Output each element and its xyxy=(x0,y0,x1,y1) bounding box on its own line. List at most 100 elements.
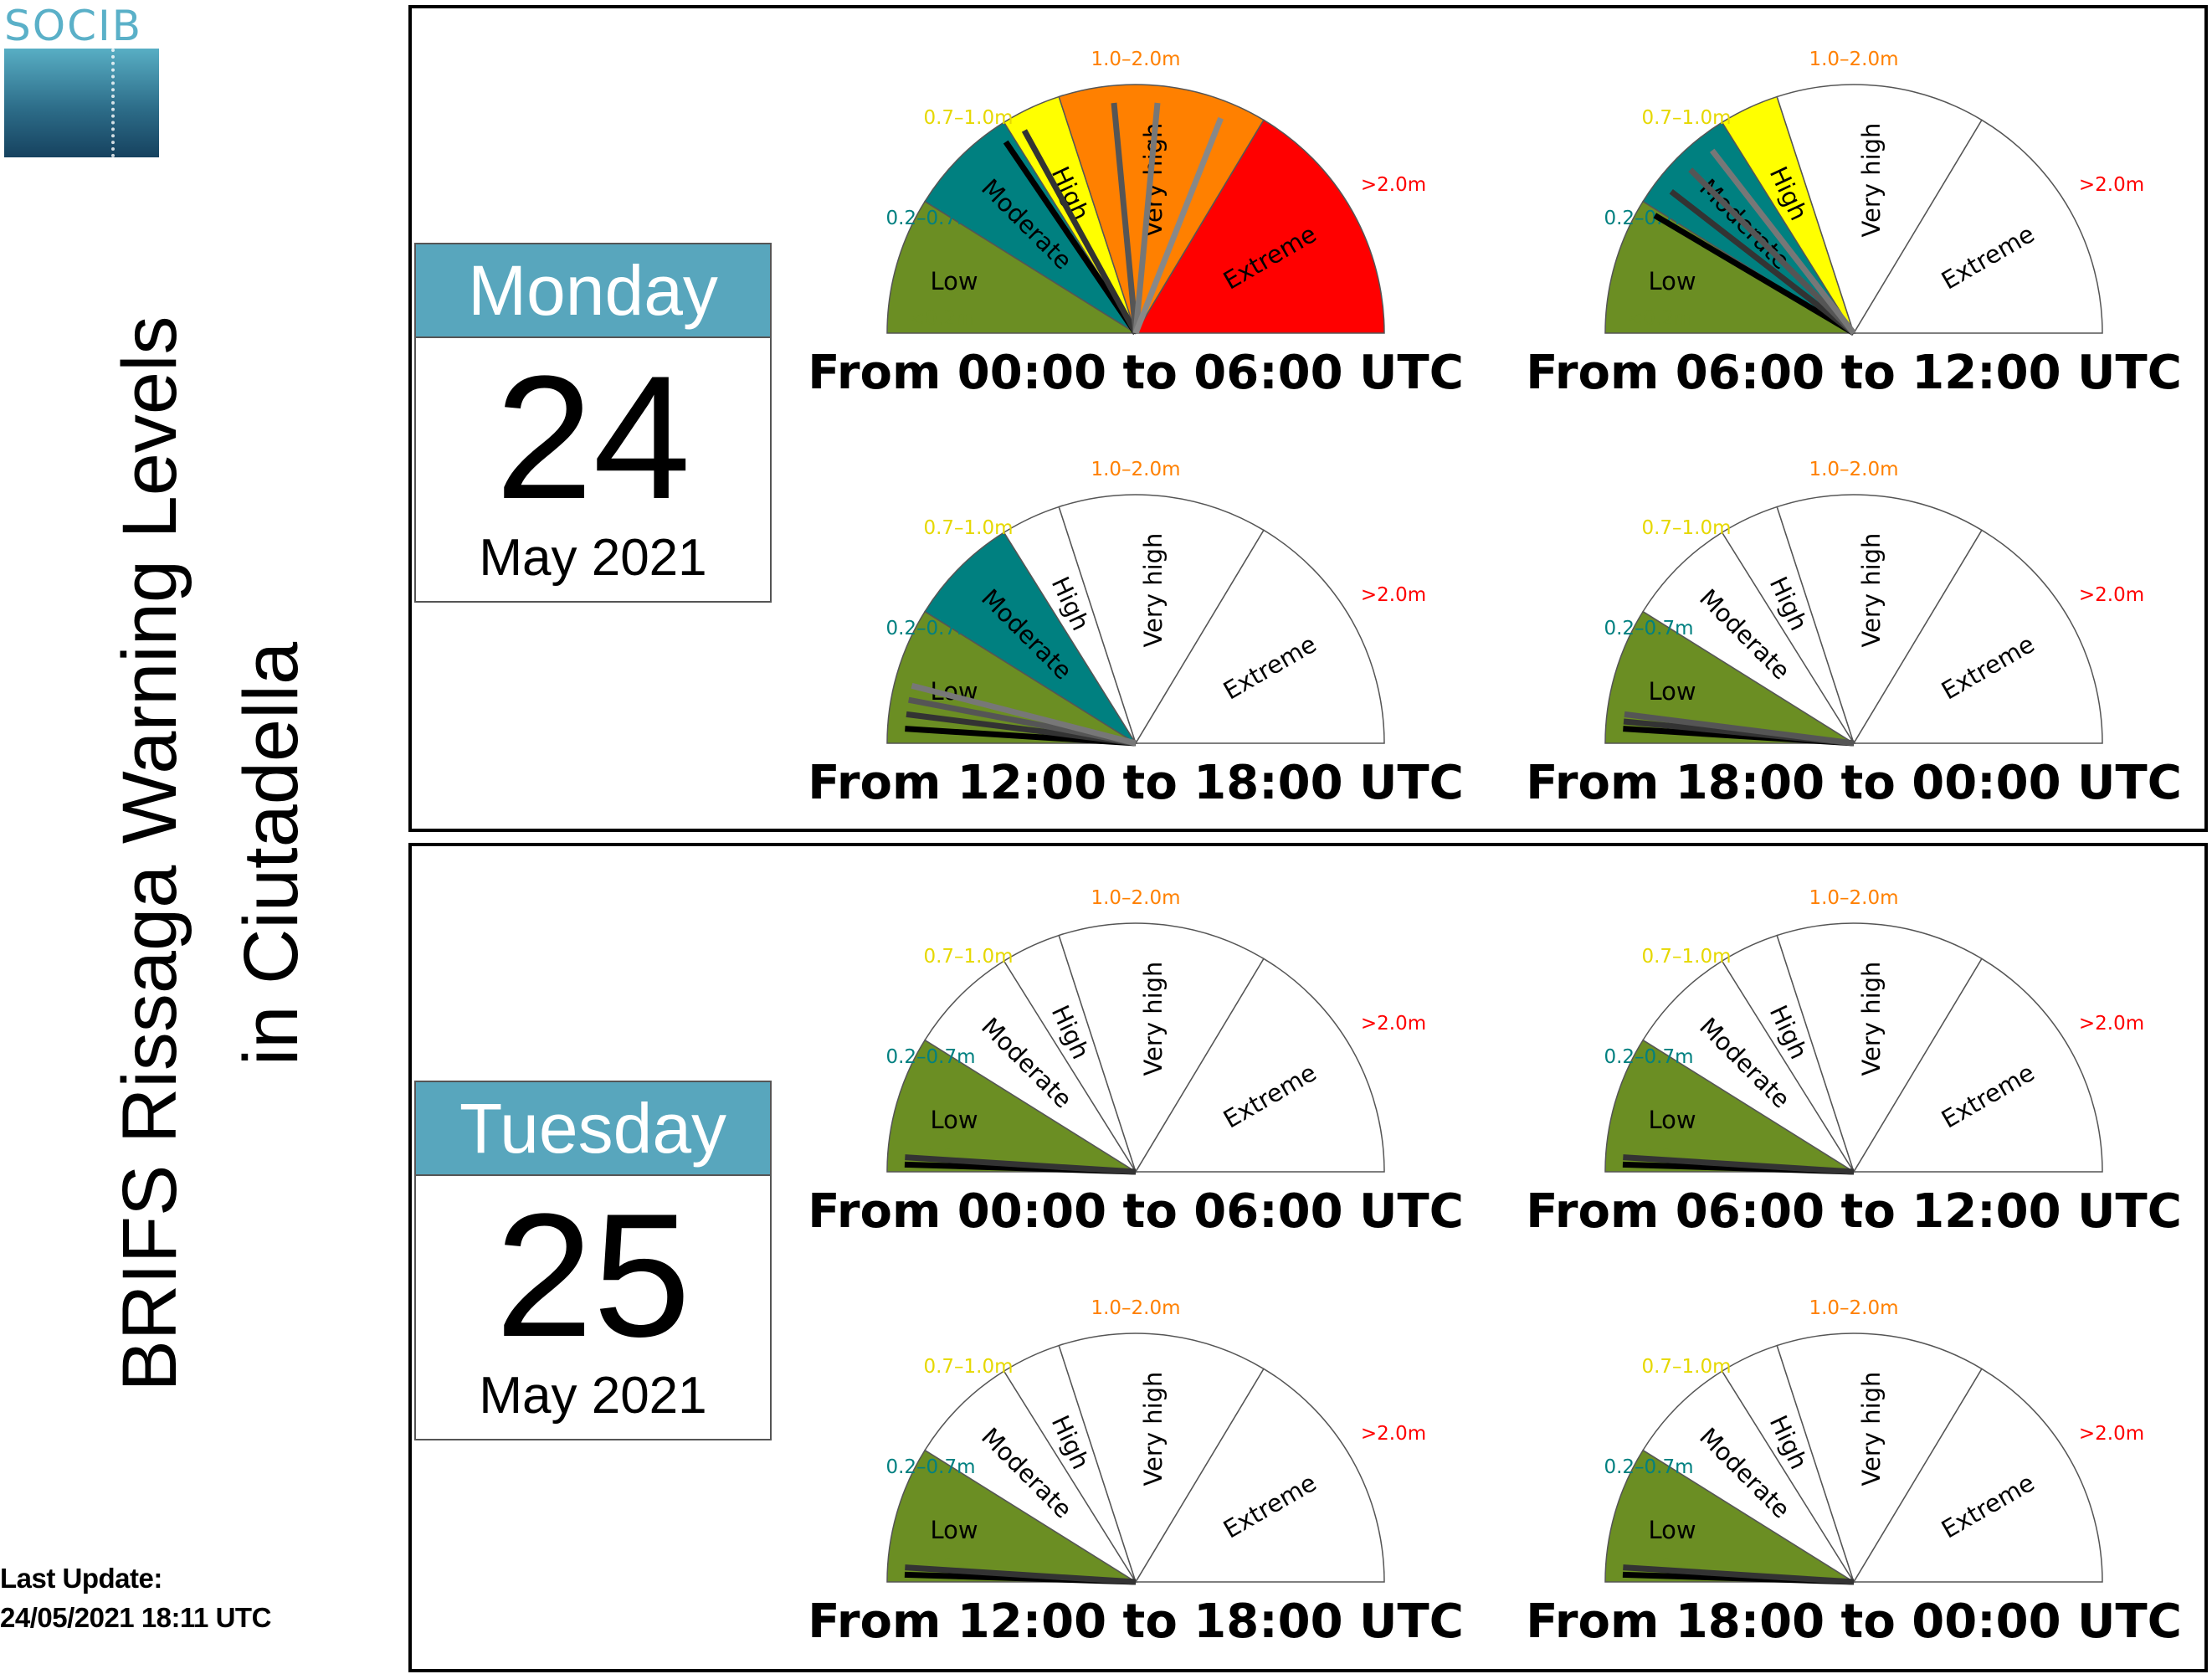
logo-dotted-line xyxy=(111,49,115,157)
gauge-threshold-label: 0.7–1.0m xyxy=(923,517,1013,539)
gauge-sector-label: Very high xyxy=(1857,962,1886,1076)
day-panel-monday: Monday 24 May 2021 xyxy=(408,5,2208,832)
gauge-sector-label: Low xyxy=(930,1516,978,1544)
gauge-threshold-label: >2.0m xyxy=(2079,174,2144,196)
gauge-threshold-label: <0.2m xyxy=(1627,308,1692,330)
gauge-threshold-label: 0.2–0.7m xyxy=(885,1046,975,1068)
day-number: 25 xyxy=(495,1177,691,1374)
gauge-sector-label: Low xyxy=(930,267,978,295)
date-card: Tuesday 25 May 2021 xyxy=(414,1081,772,1440)
gauge-needle xyxy=(1623,1154,1855,1175)
gauge-sector-very-high xyxy=(1776,84,1983,335)
gauge-threshold-label: 1.0–2.0m xyxy=(1091,1297,1180,1319)
gauge-threshold-label: 0.7–1.0m xyxy=(1641,1356,1731,1378)
gauge-needle xyxy=(1003,140,1138,335)
gauge-needle xyxy=(911,682,1137,747)
gauge-needle xyxy=(1669,188,1856,336)
gauge-threshold-label: >2.0m xyxy=(1361,174,1426,196)
gauge-sector-moderate xyxy=(924,960,1137,1173)
gauge-threshold-label: >2.0m xyxy=(2079,1423,2144,1445)
gauge-needle xyxy=(1709,148,1856,336)
gauge-period-label: From 12:00 to 18:00 UTC xyxy=(808,1594,1464,1649)
gauge-threshold-label: 1.0–2.0m xyxy=(1809,49,1898,70)
logo-water-block xyxy=(4,49,159,157)
last-update-label: Last Update: xyxy=(0,1563,162,1594)
gauge-sector-low xyxy=(1604,200,1856,334)
gauge-threshold-label: 0.2–0.7m xyxy=(1604,1456,1693,1478)
gauge-sector-very-high xyxy=(1058,494,1265,745)
day-name: Monday xyxy=(416,244,770,338)
gauge-sector-moderate xyxy=(924,531,1137,744)
gauge-threshold-label: 0.2–0.7m xyxy=(1604,208,1693,229)
gauge-period-label: From 00:00 to 06:00 UTC xyxy=(808,346,1464,400)
gauge-threshold-label: 1.0–2.0m xyxy=(1091,459,1180,480)
gauge-sector-very-high xyxy=(1776,1333,1983,1584)
gauge-needle xyxy=(1688,167,1856,336)
gauge-sector-low xyxy=(1604,610,1856,744)
day-number: 24 xyxy=(495,339,691,536)
gauge-sector-label: Very high xyxy=(1857,123,1886,238)
gauge-needle xyxy=(1624,711,1855,747)
gauge-period-label: From 06:00 to 12:00 UTC xyxy=(1526,346,2182,400)
gauge-sector-extreme xyxy=(1852,529,2103,744)
gauge-threshold-label: 0.7–1.0m xyxy=(923,946,1013,968)
gauge-period-label: From 12:00 to 18:00 UTC xyxy=(808,756,1464,810)
gauge-sector-extreme xyxy=(1134,1368,1385,1583)
logo-text: SOCIB xyxy=(4,2,143,50)
gauge-sector-extreme xyxy=(1134,958,1385,1173)
gauge-threshold-label: 1.0–2.0m xyxy=(1091,887,1180,909)
gauge-sector-label: Low xyxy=(1648,267,1696,295)
gauge-sector-extreme xyxy=(1134,119,1385,334)
gauge-sector-label: Very high xyxy=(1857,533,1886,648)
gauge-threshold-label: 1.0–2.0m xyxy=(1809,887,1898,909)
gauge-threshold-label: 0.7–1.0m xyxy=(923,107,1013,129)
day-panel-tuesday: Tuesday 25 May 2021 xyxy=(408,843,2208,1672)
gauge-threshold-label: 1.0–2.0m xyxy=(1809,459,1898,480)
gauge-needle xyxy=(1132,102,1161,334)
day-month: May 2021 xyxy=(479,1367,707,1425)
gauge-threshold-label: 0.2–0.7m xyxy=(1604,618,1693,639)
gauge-needle xyxy=(1623,1564,1855,1585)
gauge-sector-extreme xyxy=(1134,529,1385,744)
gauge-sector-label: Low xyxy=(1648,1106,1696,1134)
gauge-needle xyxy=(905,1564,1137,1585)
gauge-threshold-label: 0.2–0.7m xyxy=(1604,1046,1693,1068)
socib-logo: SOCIB xyxy=(4,0,159,159)
gauge-sector-very-high xyxy=(1776,922,1983,1173)
gauge-threshold-label: <0.2m xyxy=(909,308,974,330)
gauge-threshold-label: 1.0–2.0m xyxy=(1091,49,1180,70)
gauge-threshold-label: 1.0–2.0m xyxy=(1809,1297,1898,1319)
gauge-needle xyxy=(905,1154,1137,1175)
gauge-sector-label: Low xyxy=(930,1106,978,1134)
gauge-threshold-label: 0.2–0.7m xyxy=(885,618,975,639)
gauge-threshold-label: 0.7–1.0m xyxy=(1641,107,1731,129)
gauge-threshold-label: >2.0m xyxy=(1361,1423,1426,1445)
day-month: May 2021 xyxy=(479,529,707,587)
day-name: Tuesday xyxy=(416,1082,770,1176)
gauge-sector-label: Very high xyxy=(1139,1372,1168,1487)
date-card: Monday 24 May 2021 xyxy=(414,243,772,603)
gauge-period-label: From 18:00 to 00:00 UTC xyxy=(1526,1594,2182,1649)
gauge-sector-extreme xyxy=(1852,1368,2103,1583)
gauge-sector-moderate xyxy=(924,1370,1137,1583)
gauge-sector-label: Very high xyxy=(1857,1372,1886,1487)
gauge-sector-label: Low xyxy=(1648,1516,1696,1544)
gauge-threshold-label: 0.7–1.0m xyxy=(1641,946,1731,968)
gauge-period-label: From 06:00 to 12:00 UTC xyxy=(1526,1184,2182,1239)
gauge-sector-low xyxy=(886,1039,1138,1173)
gauge-sector-moderate xyxy=(1642,960,1855,1173)
gauge-needle xyxy=(1111,102,1139,334)
gauge-sector-label: Very high xyxy=(1139,533,1168,648)
gauge-sector-very-high xyxy=(1058,1333,1265,1584)
gauge-needle xyxy=(1653,213,1855,336)
gauge-sector-low xyxy=(886,200,1138,334)
gauge-sector-extreme xyxy=(1852,958,2103,1173)
gauge-sector-low xyxy=(886,1449,1138,1583)
